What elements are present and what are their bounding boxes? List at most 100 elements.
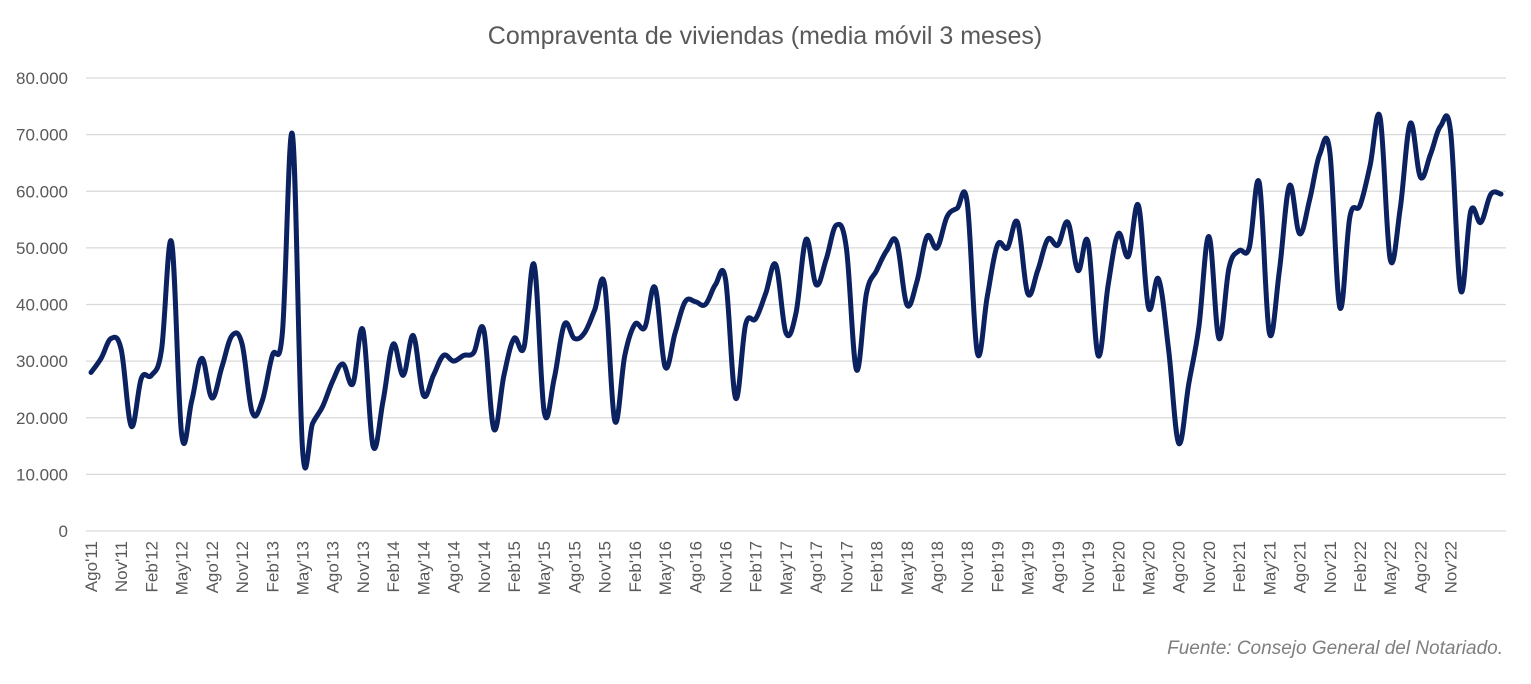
data-point (1015, 220, 1020, 225)
data-point (773, 262, 779, 268)
data-point (965, 200, 970, 205)
data-point (1498, 191, 1504, 197)
data-point (380, 398, 386, 403)
data-point (793, 310, 799, 316)
data-point (1377, 115, 1383, 120)
x-tick-label: Nov'16 (717, 541, 736, 593)
data-point (703, 302, 708, 307)
x-tick-label: Ago'15 (565, 541, 584, 593)
data-point (904, 302, 909, 307)
x-tick-label: Feb'21 (1230, 541, 1249, 592)
data-point (592, 307, 597, 313)
data-point (542, 409, 547, 415)
data-point (1206, 234, 1212, 239)
data-point (723, 276, 728, 282)
x-tick-label: Ago'12 (203, 541, 222, 593)
data-point (209, 395, 215, 401)
data-point (1226, 265, 1232, 270)
data-point (552, 375, 557, 381)
data-point (954, 206, 960, 211)
x-tick-label: May'19 (1019, 541, 1038, 595)
data-point (652, 285, 658, 290)
data-point (98, 356, 104, 361)
data-point (1307, 197, 1312, 202)
data-point (1216, 336, 1222, 341)
data-point (1075, 268, 1081, 273)
data-point (1277, 268, 1282, 273)
data-point (1297, 231, 1302, 236)
x-tick-label: Ago'19 (1049, 541, 1068, 593)
x-axis-ticks: Ago'11 Nov'11 Feb'12 May'12 Ago'12 Nov'12 Feb'… (82, 541, 1461, 595)
x-tick-label: Feb'13 (263, 541, 282, 592)
y-tick-label: 20.000 (16, 409, 68, 428)
data-point (1156, 276, 1161, 282)
data-point (683, 299, 688, 304)
data-point (622, 353, 627, 358)
y-tick-label: 0 (59, 522, 68, 541)
data-point (1408, 121, 1413, 126)
data-point (521, 344, 527, 350)
x-tick-label: Feb'17 (747, 541, 766, 592)
data-point (834, 223, 839, 228)
x-tick-label: Ago'11 (82, 541, 101, 592)
data-point (562, 322, 567, 327)
data-point (360, 327, 366, 333)
data-point (1055, 242, 1061, 248)
data-point (1428, 152, 1433, 157)
data-point (693, 299, 698, 304)
data-point (511, 336, 517, 341)
data-point (1398, 206, 1403, 211)
data-point (1196, 324, 1202, 330)
data-point (1347, 214, 1353, 219)
data-point (733, 395, 738, 401)
data-point (1458, 288, 1463, 293)
data-point (501, 373, 507, 378)
y-tick-label: 60.000 (16, 182, 68, 201)
data-point (149, 373, 154, 378)
data-point (1126, 254, 1131, 259)
x-tick-label: May'22 (1381, 541, 1400, 595)
data-point (330, 378, 335, 384)
x-tick-label: May'21 (1260, 541, 1279, 595)
data-point (1035, 268, 1040, 273)
x-tick-label: Nov'12 (233, 541, 252, 593)
data-point (1337, 305, 1343, 310)
x-tick-label: Nov'19 (1079, 541, 1098, 593)
x-tick-label: Ago'20 (1170, 541, 1189, 593)
data-point (1065, 220, 1071, 225)
data-point (582, 330, 587, 336)
data-point (370, 443, 376, 449)
data-point (249, 409, 255, 415)
data-point (219, 364, 225, 369)
data-point (1146, 305, 1151, 310)
data-point (783, 330, 789, 336)
data-point (1357, 203, 1363, 208)
data-point (1116, 231, 1121, 236)
data-point (531, 262, 537, 268)
data-point (139, 375, 144, 381)
data-point (260, 398, 265, 403)
data-point (743, 322, 748, 327)
data-point (1246, 245, 1252, 251)
x-tick-label: Ago'18 (928, 541, 947, 593)
y-tick-label: 80.000 (16, 69, 68, 88)
x-tick-label: May'20 (1139, 541, 1158, 595)
data-point (88, 370, 94, 375)
data-point (662, 364, 668, 369)
data-point (159, 347, 164, 352)
data-point (481, 327, 487, 333)
data-point (1005, 245, 1010, 251)
data-point (763, 290, 768, 296)
data-point (1166, 347, 1171, 352)
data-point (179, 432, 184, 437)
x-tick-label: Ago'21 (1291, 541, 1310, 593)
series-layer (88, 111, 1504, 471)
x-tick-label: Ago'16 (686, 541, 705, 593)
data-point (995, 242, 1000, 248)
data-point (1367, 163, 1373, 168)
data-point (1105, 282, 1111, 287)
x-tick-label: Nov'21 (1321, 541, 1340, 593)
data-point (944, 214, 950, 219)
data-point (431, 373, 436, 378)
data-point (441, 353, 446, 358)
